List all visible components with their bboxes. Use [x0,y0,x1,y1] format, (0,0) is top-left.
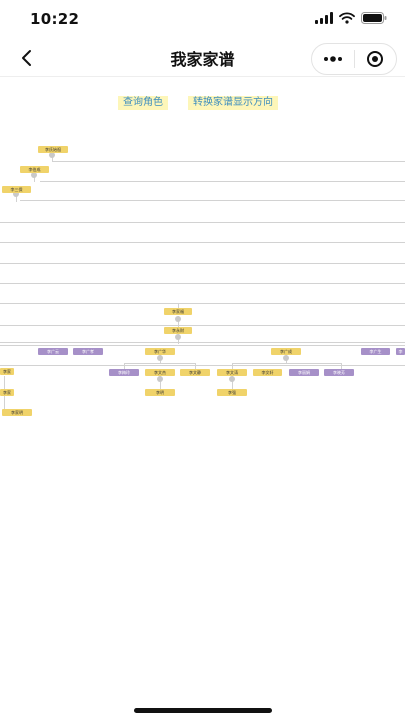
tree-line [0,303,405,304]
tree-line [124,363,125,369]
battery-icon [361,12,387,24]
tree-node[interactable]: 李 [396,348,405,355]
family-tree-view[interactable]: 查询角色 转换家谱显示方向 [0,76,405,720]
tree-node[interactable]: 李文静 [180,369,210,376]
tree-node[interactable]: 李广云 [38,348,68,355]
mini-program-capsule [311,43,397,75]
tree-line [178,316,179,331]
tree-node[interactable]: 李广成 [271,348,301,355]
tree-line [0,222,405,223]
connector-dot [49,152,55,158]
connector-dot [175,316,181,322]
tree-node[interactable]: 李家福 [164,308,192,315]
tree-line [0,325,405,326]
page-title: 我家家谱 [170,50,235,69]
more-button[interactable] [312,44,354,74]
content-divider [0,76,405,77]
tree-node[interactable]: 李文杰 [145,369,175,376]
tree-line [0,345,405,346]
tree-node[interactable]: 李明 [145,389,175,396]
tree-node[interactable]: 李广孝 [73,348,103,355]
connector-dot [157,376,163,382]
tree-node[interactable]: 李家明 [2,409,32,416]
tree-node[interactable]: 李梅玲 [109,369,139,376]
tree-line [232,376,233,390]
switch-direction-button[interactable]: 转换家谱显示方向 [188,96,278,110]
nav-bar: 我家家谱 [0,40,405,76]
home-indicator [134,708,272,713]
tree-node[interactable]: 李文涛 [217,369,247,376]
connector-dot [13,191,19,197]
connector-dot [157,355,163,361]
tree-node[interactable]: 李强 [217,389,247,396]
close-button[interactable] [355,44,397,74]
tree-node[interactable]: 李广华 [145,348,175,355]
tree-line [341,363,342,369]
tree-node[interactable]: 李文轩 [253,369,282,376]
tree-line [0,365,405,366]
more-dots-icon [323,56,342,62]
tree-line [0,283,405,284]
tree-node[interactable]: 李家 [0,389,14,396]
wifi-icon [339,12,355,24]
status-bar: 10:22 [0,0,405,40]
status-time: 10:22 [30,10,80,28]
connector-dot [229,376,235,382]
signal-icon [315,12,333,24]
tree-node[interactable]: 李广生 [361,348,390,355]
back-arrow-icon [22,50,31,66]
tree-node[interactable]: 李永财 [164,327,192,334]
tree-line [232,363,341,364]
tree-node[interactable]: 李氏始祖 [38,146,68,153]
tree-node[interactable]: 李家 [0,368,14,375]
tree-node[interactable]: 李丽娟 [289,369,319,376]
connector-dot [283,355,289,361]
tree-line [52,161,405,162]
connector-dot [31,172,37,178]
tree-line [4,376,5,390]
tree-line [40,181,405,182]
tree-node[interactable]: 李晓芳 [324,369,354,376]
tree-line [0,242,405,243]
query-role-button[interactable]: 查询角色 [118,96,168,110]
tree-node[interactable]: 李伯成 [20,166,49,173]
tree-line [178,303,179,311]
tree-line [0,342,405,343]
tree-line [232,363,233,369]
close-target-icon [367,51,384,67]
tree-node[interactable]: 李三保 [2,186,31,193]
tree-line [160,376,161,390]
connector-dot [175,334,181,340]
status-icons [315,12,387,24]
tree-line [0,303,178,304]
tree-line [20,200,405,201]
tree-line [124,363,195,364]
tree-line [195,363,196,369]
tree-line [0,263,405,264]
back-button[interactable] [12,44,40,72]
tree-line [4,396,5,410]
capsule-divider [353,50,355,68]
family-tree[interactable]: 李氏始祖 李伯成 李三保 李家福 李永财 李广云 李广孝 李广华 李广成 李广生… [0,76,405,720]
